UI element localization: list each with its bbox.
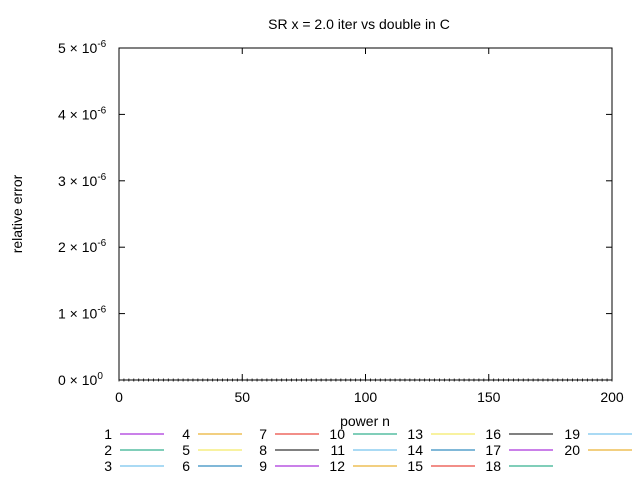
legend-label-1: 1 — [104, 426, 112, 442]
y-tick-label: 4 × 10-6 — [58, 105, 107, 122]
legend-label-18: 18 — [485, 458, 501, 474]
y-tick-label: 0 × 100 — [58, 371, 103, 388]
x-tick-label: 150 — [477, 389, 501, 405]
legend-label-20: 20 — [564, 442, 580, 458]
legend-label-16: 16 — [485, 426, 501, 442]
legend-label-5: 5 — [182, 442, 190, 458]
legend-label-13: 13 — [407, 426, 423, 442]
x-tick-label: 50 — [234, 389, 250, 405]
legend-label-6: 6 — [182, 458, 190, 474]
chart-title: SR x = 2.0 iter vs double in C — [268, 16, 450, 32]
y-axis: 0 × 100 1 × 10-6 2 × 10-6 3 × 10-6 4 × 10-6 5… — [58, 39, 612, 388]
legend-label-3: 3 — [104, 458, 112, 474]
x-tick-label: 100 — [354, 389, 378, 405]
legend-label-4: 4 — [182, 426, 190, 442]
y-tick-label: 3 × 10-6 — [58, 172, 107, 189]
legend-label-12: 12 — [329, 458, 345, 474]
x-axis-label: power n — [340, 413, 390, 429]
x-tick-label: 0 — [115, 389, 123, 405]
y-tick-label: 2 × 10-6 — [58, 238, 107, 255]
legend-label-14: 14 — [407, 442, 423, 458]
legend-label-15: 15 — [407, 458, 423, 474]
x-axis: 0 50 100 150 200 — [115, 48, 624, 405]
legend-label-11: 11 — [330, 442, 345, 458]
legend-label-2: 2 — [104, 442, 112, 458]
legend-label-8: 8 — [259, 442, 267, 458]
y-axis-label: relative error — [9, 174, 25, 253]
x-tick-label: 200 — [600, 389, 624, 405]
y-tick-label: 1 × 10-6 — [58, 305, 107, 322]
legend-label-17: 17 — [485, 442, 501, 458]
legend-label-10: 10 — [329, 426, 345, 442]
legend-label-9: 9 — [259, 458, 267, 474]
legend-label-19: 19 — [564, 426, 580, 442]
plot-frame — [118, 47, 613, 381]
legend-label-7: 7 — [259, 426, 267, 442]
y-tick-label: 5 × 10-6 — [58, 39, 107, 56]
